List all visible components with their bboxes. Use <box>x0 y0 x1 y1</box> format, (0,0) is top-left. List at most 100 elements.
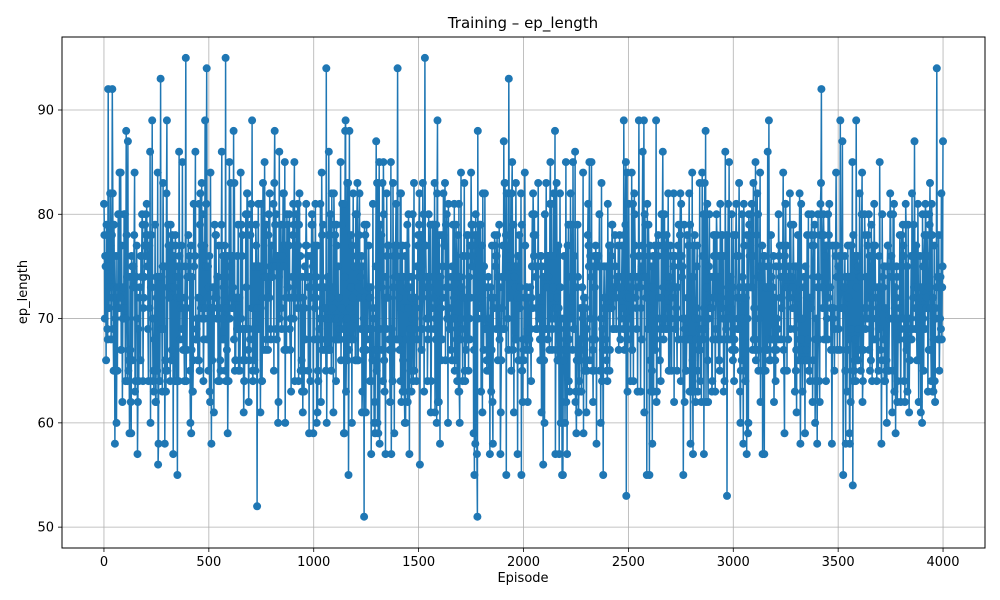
data-point <box>665 272 674 281</box>
data-point <box>606 241 615 250</box>
data-point <box>288 272 297 281</box>
data-point <box>315 325 324 333</box>
data-point <box>268 272 277 281</box>
data-point <box>805 366 814 375</box>
data-point <box>912 241 921 250</box>
data-point <box>142 199 151 208</box>
data-point <box>565 335 574 344</box>
data-point <box>184 231 193 240</box>
data-point <box>862 304 871 313</box>
data-point <box>614 345 623 354</box>
data-point <box>130 168 139 177</box>
data-point <box>652 116 661 125</box>
data-point <box>780 252 789 260</box>
data-point <box>308 210 316 219</box>
data-point <box>637 304 645 313</box>
data-point <box>625 293 634 302</box>
data-point <box>824 210 833 219</box>
data-point <box>497 304 506 313</box>
data-point <box>159 179 168 187</box>
data-point <box>626 283 635 292</box>
data-point <box>174 377 183 386</box>
data-point <box>240 377 249 386</box>
data-point <box>726 272 735 281</box>
data-point <box>685 189 694 198</box>
data-point <box>794 293 803 302</box>
data-point <box>636 283 645 292</box>
data-point <box>560 252 569 260</box>
data-point <box>227 262 236 271</box>
data-point <box>835 345 844 354</box>
data-point <box>244 398 253 406</box>
data-point <box>362 220 371 229</box>
data-point <box>761 366 770 375</box>
data-point <box>512 335 521 344</box>
data-point <box>429 293 438 302</box>
data-point <box>595 210 604 219</box>
data-point <box>788 283 797 292</box>
data-point <box>195 366 204 375</box>
data-point <box>505 231 514 240</box>
data-point <box>448 262 457 271</box>
data-point <box>769 252 778 260</box>
data-point <box>195 199 204 208</box>
data-point <box>884 241 893 250</box>
data-point <box>455 418 464 427</box>
data-point <box>698 168 707 177</box>
data-point <box>264 345 272 354</box>
data-point <box>199 377 208 386</box>
data-point <box>153 168 162 177</box>
data-point <box>118 398 127 406</box>
data-point <box>358 387 367 396</box>
data-point <box>281 418 290 427</box>
data-point <box>938 283 947 292</box>
data-point <box>110 220 118 229</box>
data-point <box>383 252 392 260</box>
data-point <box>484 366 493 375</box>
data-point <box>592 439 601 448</box>
data-point <box>563 241 572 250</box>
data-point <box>509 220 518 229</box>
data-point <box>731 231 740 240</box>
data-point <box>167 345 176 354</box>
data-point <box>126 272 134 281</box>
data-point <box>140 272 149 281</box>
data-point <box>359 314 368 323</box>
data-point <box>120 210 129 219</box>
data-point <box>256 314 264 323</box>
data-point <box>205 252 214 260</box>
data-point <box>653 252 662 260</box>
data-point <box>812 314 821 323</box>
data-point <box>278 252 287 260</box>
data-point <box>827 439 836 448</box>
data-point <box>904 220 913 229</box>
data-point <box>122 231 131 240</box>
data-point <box>401 252 410 260</box>
data-point <box>938 262 947 271</box>
data-point <box>734 252 743 260</box>
data-point <box>581 304 590 313</box>
data-point <box>372 366 381 375</box>
data-point <box>783 366 791 375</box>
series-group <box>100 53 947 521</box>
data-point <box>269 366 278 375</box>
data-point <box>570 252 579 260</box>
data-point <box>905 408 914 417</box>
data-point <box>832 241 841 250</box>
data-point <box>901 335 910 344</box>
data-point <box>399 356 408 365</box>
data-point <box>865 252 874 260</box>
data-point <box>503 314 512 323</box>
data-point <box>487 345 496 354</box>
data-point <box>587 272 595 281</box>
data-point <box>423 335 432 344</box>
data-point <box>285 241 293 250</box>
data-point <box>308 220 317 229</box>
data-point <box>469 241 478 250</box>
data-point <box>136 356 145 365</box>
data-point <box>329 189 338 198</box>
data-point <box>934 231 943 240</box>
data-point <box>908 189 916 198</box>
data-point <box>574 408 583 417</box>
data-point <box>267 241 276 250</box>
